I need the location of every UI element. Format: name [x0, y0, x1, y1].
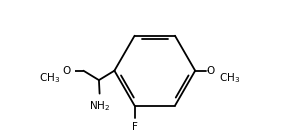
Text: CH$_3$: CH$_3$ — [220, 71, 241, 85]
Text: NH$_2$: NH$_2$ — [89, 99, 110, 113]
Text: CH$_3$: CH$_3$ — [39, 71, 60, 85]
Text: O: O — [206, 66, 215, 76]
Text: F: F — [132, 122, 137, 132]
Text: O: O — [62, 66, 71, 76]
